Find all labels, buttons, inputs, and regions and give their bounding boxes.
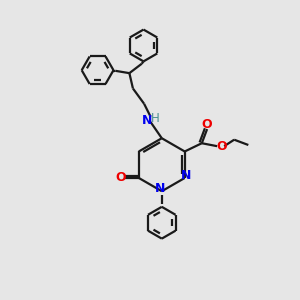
Text: N: N — [181, 169, 191, 182]
Text: O: O — [202, 118, 212, 131]
Text: N: N — [155, 182, 166, 195]
Text: H: H — [151, 112, 159, 125]
Text: N: N — [142, 114, 152, 127]
Text: O: O — [115, 172, 126, 184]
Text: O: O — [216, 140, 226, 153]
